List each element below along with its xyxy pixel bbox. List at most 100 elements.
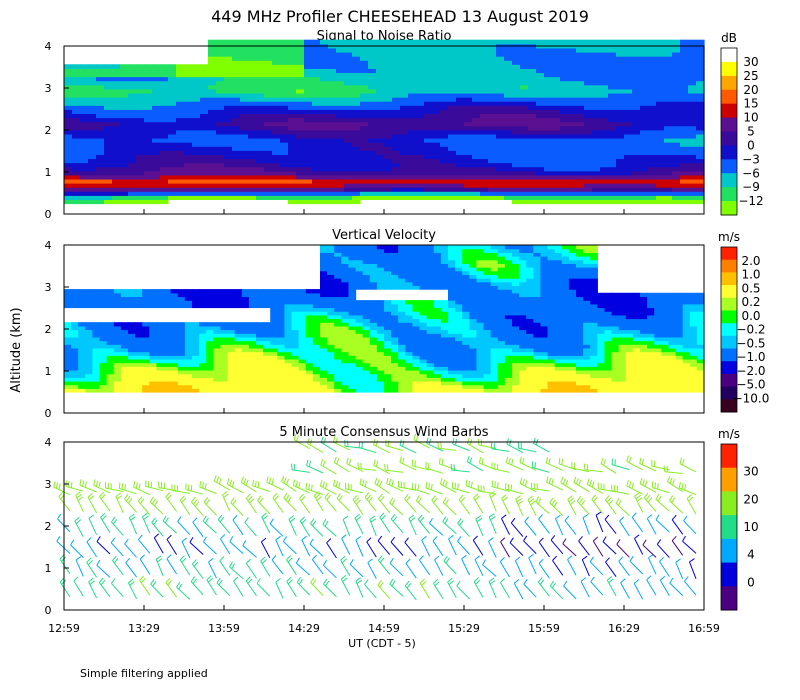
- snr-cell: [304, 133, 313, 139]
- snr-cell: [496, 191, 505, 196]
- snr-cell: [112, 64, 121, 69]
- snr-cell: [192, 187, 201, 192]
- vv-cell: [355, 263, 364, 268]
- vv-cell: [469, 373, 478, 378]
- snr-cell: [472, 64, 481, 69]
- snr-cell: [168, 191, 177, 196]
- snr-cell: [656, 158, 665, 164]
- snr-cell: [192, 117, 201, 123]
- snr-cell: [552, 199, 561, 205]
- snr-cell: [200, 109, 209, 114]
- snr-cell: [544, 80, 553, 86]
- snr-cell: [544, 56, 553, 61]
- vv-cell: [341, 344, 350, 349]
- vv-cell: [455, 377, 463, 382]
- snr-cell: [224, 117, 233, 123]
- snr-cell: [400, 162, 409, 168]
- snr-cell: [488, 84, 497, 90]
- vv-cell: [277, 388, 286, 393]
- snr-cell: [496, 178, 505, 184]
- snr-cell: [272, 174, 281, 180]
- snr-cell: [192, 64, 201, 69]
- vv-cell: [433, 248, 442, 253]
- vv-cell: [341, 340, 350, 345]
- snr-cell: [384, 195, 393, 200]
- snr-cell: [288, 56, 297, 61]
- snr-cell: [432, 84, 441, 90]
- snr-cell: [392, 129, 401, 135]
- snr-cell: [480, 56, 489, 61]
- snr-cell: [488, 129, 497, 135]
- snr-cell: [416, 129, 425, 135]
- vv-cell: [469, 274, 478, 279]
- snr-cell: [184, 162, 193, 168]
- vv-cell: [405, 314, 414, 320]
- snr-cell: [232, 109, 241, 114]
- snr-cell: [152, 80, 161, 86]
- snr-cell: [576, 183, 585, 188]
- vv-cell: [433, 314, 442, 320]
- snr-cell: [280, 101, 289, 106]
- snr-cell: [72, 117, 81, 123]
- vv-cell: [419, 333, 428, 338]
- snr-cell: [88, 174, 97, 180]
- snr-cell: [632, 64, 641, 69]
- vv-cell: [270, 366, 278, 371]
- snr-cell: [672, 76, 681, 82]
- snr-cell: [504, 183, 513, 188]
- vv-cell: [341, 362, 350, 367]
- snr-cell: [536, 92, 545, 98]
- vv-cell: [263, 340, 271, 345]
- snr-cell: [592, 76, 601, 82]
- vv-cell: [142, 336, 150, 342]
- snr-cell: [216, 101, 225, 106]
- snr-cell: [152, 195, 161, 200]
- vv-cell: [227, 355, 236, 360]
- vv-cell: [405, 344, 414, 349]
- snr-cell: [424, 133, 433, 139]
- snr-cell: [272, 195, 281, 200]
- snr-cell: [424, 162, 433, 168]
- vv-cell: [106, 358, 115, 364]
- snr-cell: [352, 64, 361, 69]
- panel-title: Vertical Velocity: [332, 228, 436, 243]
- vv-cell: [71, 366, 79, 371]
- vv-cell: [284, 384, 293, 389]
- vv-cell: [298, 344, 307, 349]
- snr-cell: [640, 51, 649, 57]
- snr-cell: [688, 97, 697, 102]
- snr-cell: [448, 39, 457, 45]
- vv-cell: [412, 362, 421, 367]
- vv-cell: [327, 311, 335, 316]
- snr-cell: [568, 199, 577, 205]
- snr-cell: [592, 154, 601, 160]
- vv-cell: [497, 270, 506, 275]
- snr-cell: [304, 88, 313, 94]
- vv-cell: [355, 322, 364, 327]
- vv-cell: [412, 336, 421, 342]
- snr-cell: [208, 195, 217, 200]
- vv-cell: [213, 380, 222, 386]
- vv-cell: [71, 300, 79, 305]
- vv-cell: [192, 336, 200, 342]
- snr-cell: [248, 137, 257, 143]
- vv-cell: [483, 344, 492, 349]
- snr-cell: [664, 76, 673, 82]
- vv-cell: [270, 289, 278, 294]
- vv-cell: [106, 300, 115, 305]
- snr-cell: [376, 84, 385, 90]
- vv-cell: [448, 340, 456, 345]
- vv-cell: [476, 344, 485, 349]
- vv-cell: [320, 362, 328, 367]
- snr-cell: [200, 166, 209, 172]
- snr-cell: [264, 174, 273, 180]
- snr-cell: [584, 51, 593, 57]
- vv-cell: [305, 362, 314, 367]
- snr-cell: [528, 146, 537, 151]
- snr-cell: [240, 121, 249, 127]
- snr-cell: [136, 97, 145, 102]
- snr-cell: [304, 64, 313, 69]
- snr-cell: [312, 150, 321, 155]
- vv-cell: [291, 344, 300, 349]
- snr-cell: [344, 183, 353, 188]
